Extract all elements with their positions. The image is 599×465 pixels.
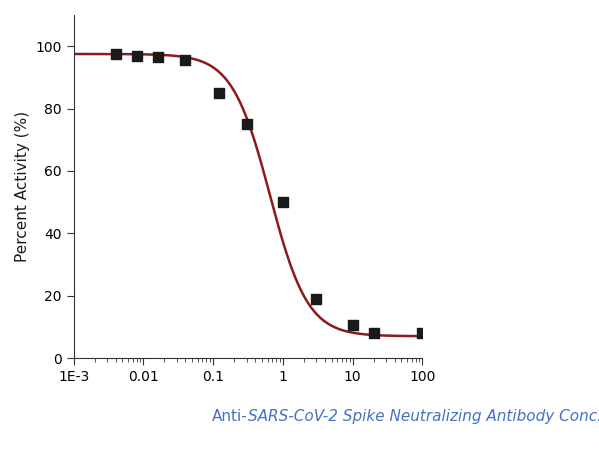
- Point: [418, 329, 427, 337]
- Point: [278, 199, 288, 206]
- Point: [214, 89, 223, 97]
- Text: SARS-CoV-2 Spike Neutralizing Antibody Conc. (nM): SARS-CoV-2 Spike Neutralizing Antibody C…: [248, 410, 599, 425]
- Point: [111, 50, 120, 58]
- Point: [132, 52, 141, 59]
- Y-axis label: Percent Activity (%): Percent Activity (%): [15, 111, 30, 262]
- Point: [153, 53, 162, 61]
- Point: [369, 329, 379, 337]
- Point: [242, 120, 252, 128]
- Point: [348, 322, 358, 329]
- Text: Anti-: Anti-: [213, 410, 248, 425]
- Point: [311, 295, 321, 303]
- Point: [181, 57, 190, 64]
